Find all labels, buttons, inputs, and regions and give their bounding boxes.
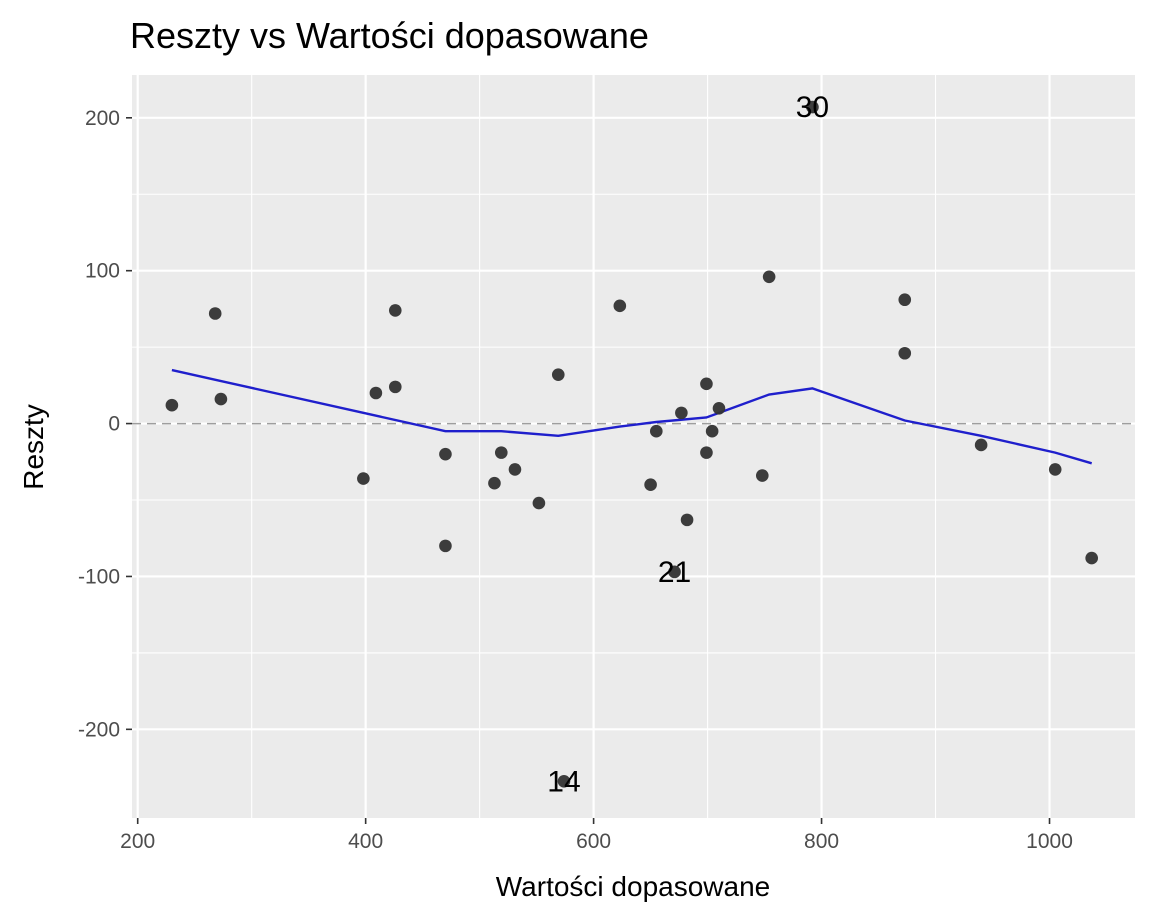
data-point [165, 398, 179, 412]
data-point [806, 100, 819, 114]
data-point [551, 368, 565, 381]
data-point [644, 478, 657, 492]
data-point [214, 392, 228, 406]
data-point [898, 346, 912, 360]
data-point [488, 476, 501, 490]
data-point [357, 472, 370, 485]
loess-smooth-line [171, 368, 1093, 465]
data-point [898, 293, 912, 307]
data-point [668, 565, 681, 579]
data-point [508, 463, 522, 476]
data-point [1085, 551, 1098, 565]
point-label-14: 14 [547, 765, 580, 798]
data-point [494, 446, 508, 459]
data-point [755, 469, 769, 482]
data-point [369, 386, 383, 400]
point-label-21: 21 [658, 556, 691, 589]
data-point [705, 424, 719, 438]
x-tick-label: 1000 [1026, 830, 1073, 853]
y-tick-label: 0 [108, 413, 120, 436]
x-tick-label: 600 [576, 830, 611, 853]
data-point [680, 513, 694, 527]
x-tick-label: 800 [804, 830, 839, 853]
data-point [712, 401, 726, 415]
data-point [1048, 463, 1062, 476]
data-point [208, 307, 222, 320]
data-point [762, 270, 776, 284]
y-axis-title: Reszty [18, 404, 49, 490]
plot-panel [132, 75, 1135, 818]
x-tick-label: 400 [348, 830, 383, 853]
data-point [388, 380, 402, 394]
x-axis-title: Wartości dopasowane [496, 871, 770, 902]
y-tick-label: 200 [85, 107, 120, 130]
data-point [557, 775, 571, 788]
axes: -200 -100 0 100 200 200 400 600 800 1000 [78, 107, 1073, 853]
data-point [388, 304, 402, 317]
data-point [700, 446, 713, 459]
smooth-trend-line [171, 368, 1093, 465]
data-point [675, 406, 688, 420]
data-point [532, 496, 546, 510]
data-point [439, 447, 452, 461]
chart-title: Reszty vs Wartości dopasowane [130, 15, 649, 56]
data-points [165, 100, 1098, 788]
y-tick-label: -100 [78, 565, 120, 588]
point-labels: 30 21 14 [547, 91, 829, 798]
point-label-30: 30 [796, 91, 829, 124]
data-point [649, 424, 663, 438]
y-tick-label: 100 [85, 260, 120, 283]
data-point [700, 377, 713, 391]
x-tick-label: 200 [120, 830, 155, 853]
data-point [613, 299, 627, 313]
data-point [974, 438, 988, 452]
data-point [439, 539, 452, 553]
y-tick-label: -200 [78, 718, 120, 741]
